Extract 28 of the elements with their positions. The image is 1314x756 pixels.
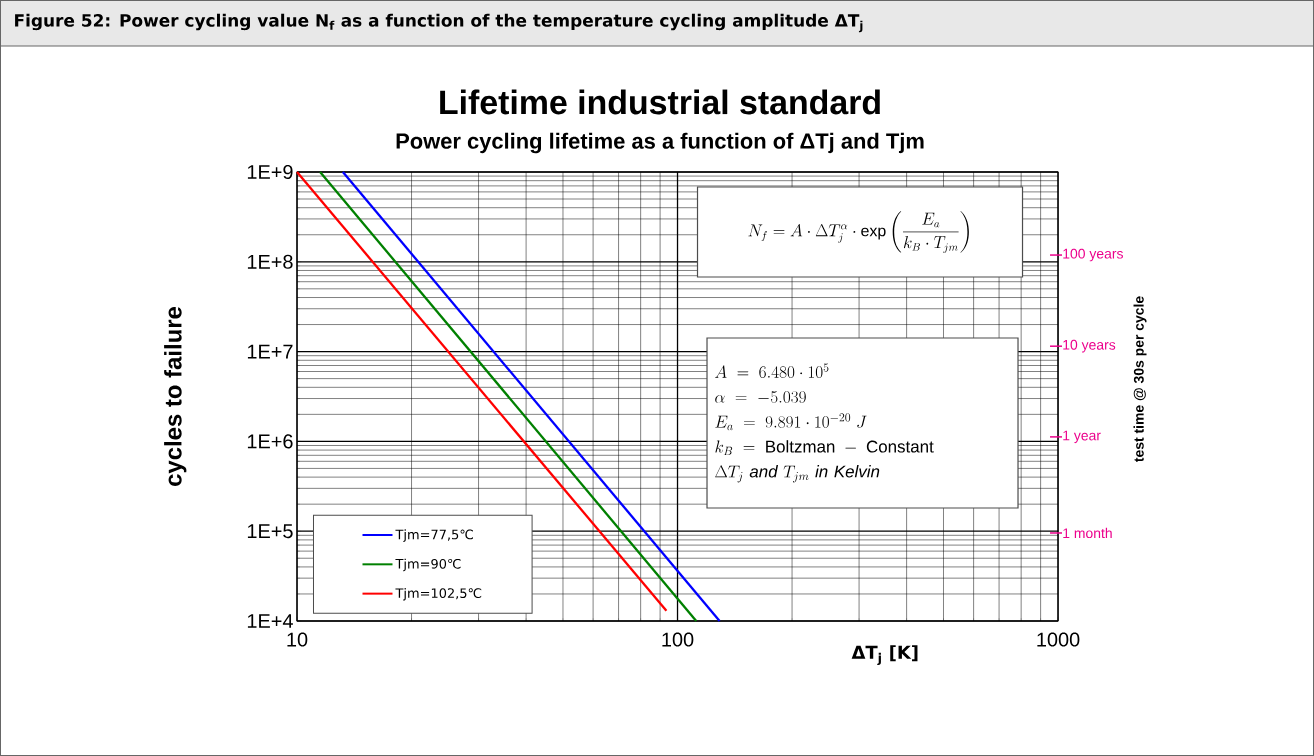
caption: Figure 52: Power cycling value N$_{f}$ as a function of the temperature cycling amplitude ΔT$_{j}$: [15, 13, 863, 33]
y-tick-label: 1E+9: [247, 164, 293, 180]
annotation: $N_f = A \cdot \Delta T_j^{\alpha} \cdot \exp\left(\frac{E_a}{k_B \cdot T_{jm}}\right)$: [748, 211, 969, 253]
annotation: $\Delta T_j\ \mathit{and}\ T_{jm}\ \mathit{in\ Kelvin}$: [715, 465, 880, 483]
y-tick-label: 1E+4: [247, 614, 293, 628]
x-tick-label: 100: [662, 632, 694, 647]
text: 1 month: [1063, 527, 1112, 539]
x-tick-label: 10: [287, 632, 308, 647]
annotation: $A \;=\; 6.480 \cdot 10^{5}$: [715, 363, 829, 378]
legend-label: Tjm=90℃: [395, 558, 461, 572]
y-tick-label: 1E+8: [247, 254, 293, 269]
annotation: $k_B \;=\; \mathrm{Boltzman} \;-\; \mathrm{Constant}$: [715, 440, 934, 456]
chart-subtitle: Power cycling lifetime as a function of ΔTj and Tjm: [396, 132, 924, 154]
text: 100 years: [1063, 248, 1123, 262]
y2-axis-title: test time @ 30s per cycle: [1133, 296, 1147, 462]
y-tick-label: 1E+6: [247, 434, 293, 449]
y-tick-label: 1E+7: [247, 344, 293, 359]
legend-label: Tjm=102,5℃: [395, 587, 482, 601]
x-tick-label: 1000: [1037, 632, 1080, 647]
text: 10 years: [1063, 339, 1116, 353]
y-axis-title: cycles to failure: [164, 306, 187, 486]
y-tick-label: 1E+5: [247, 524, 293, 539]
x-axis-title: ΔT$_{j}$ [K]: [851, 645, 918, 666]
text: 1 year: [1063, 430, 1101, 444]
legend-label: Tjm=77,5℃: [395, 529, 473, 542]
chart-title: Lifetime industrial standard: [440, 89, 880, 115]
annotation: $\alpha \;=\; -5.039$: [715, 391, 806, 403]
annotation: $E_a \;=\; 9.891 \cdot 10^{-20}\; J$: [715, 413, 867, 431]
